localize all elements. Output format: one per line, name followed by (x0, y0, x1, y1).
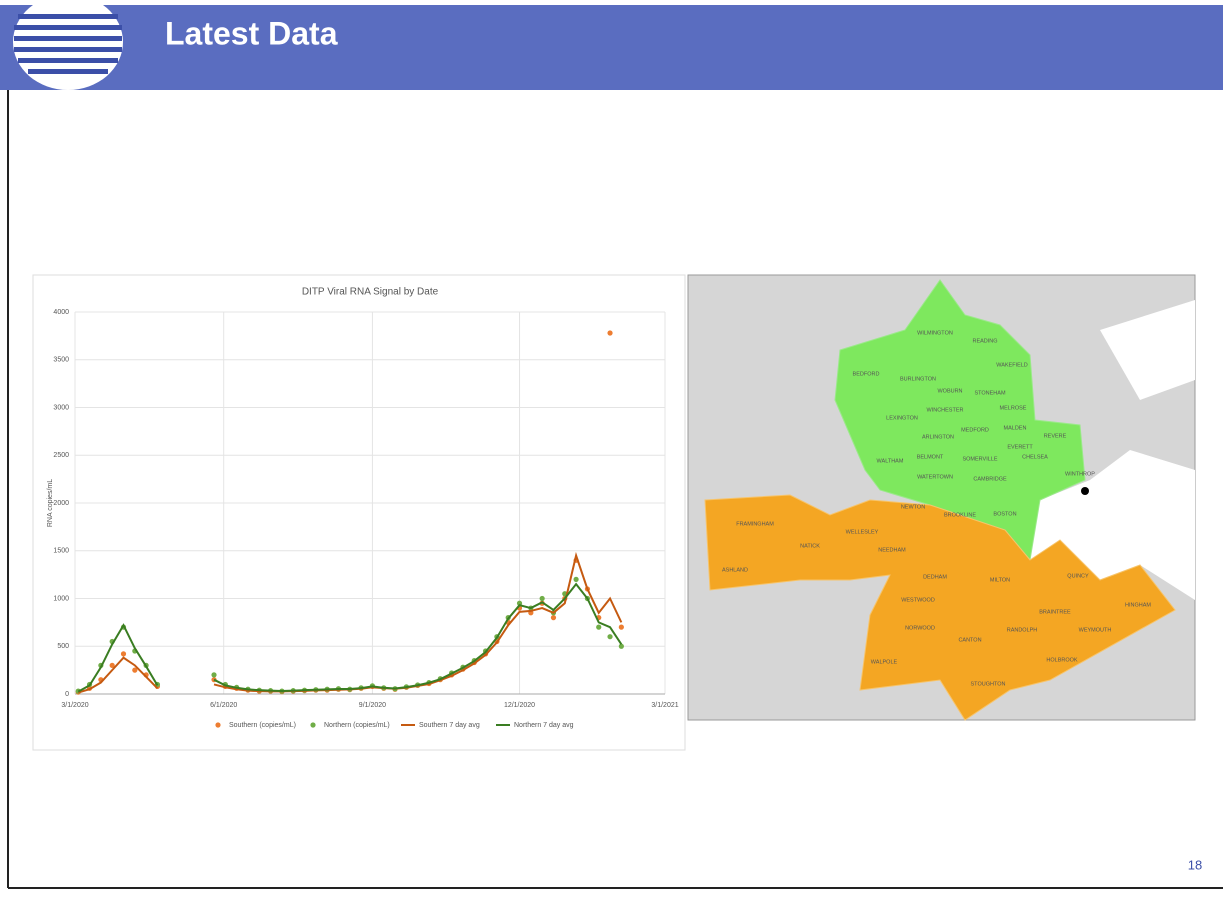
town-label: WOBURN (937, 388, 962, 394)
town-label: MALDEN (1004, 425, 1027, 431)
town-label: CHELSEA (1022, 454, 1048, 460)
logo (13, 0, 123, 90)
point (550, 615, 557, 621)
y-tick-label: 2500 (53, 452, 69, 459)
y-tick-label: 0 (65, 691, 69, 698)
x-tick-label: 3/1/2020 (61, 702, 88, 709)
town-label: BEDFORD (853, 371, 880, 377)
y-tick-label: 2000 (53, 500, 69, 507)
town-label: WALPOLE (871, 659, 898, 665)
x-tick-label: 3/1/2021 (651, 702, 678, 709)
y-tick-label: 4000 (53, 309, 69, 316)
town-label: MELROSE (1000, 405, 1027, 411)
legend-label: Southern 7 day avg (419, 722, 480, 729)
town-label: CAMBRIDGE (973, 476, 1007, 482)
point (607, 330, 613, 336)
point (618, 624, 624, 630)
town-label: WELLESLEY (846, 529, 879, 535)
legend-swatch (310, 722, 316, 728)
town-label: EVERETT (1007, 444, 1033, 450)
town-label: WAKEFIELD (996, 362, 1028, 368)
town-label: NEWTON (901, 504, 925, 510)
town-label: STOUGHTON (971, 681, 1006, 687)
map (687, 274, 1196, 721)
town-label: NORWOOD (905, 625, 935, 631)
town-label: LEXINGTON (886, 415, 918, 421)
town-label: CANTON (958, 637, 981, 643)
town-label: READING (972, 338, 997, 344)
town-label: STONEHAM (974, 390, 1005, 396)
point (607, 634, 613, 640)
town-label: QUINCY (1067, 573, 1089, 579)
y-tick-label: 1500 (53, 548, 69, 555)
point (596, 624, 602, 630)
y-axis-label: RNA copies/mL (47, 479, 54, 527)
series-line (77, 582, 623, 693)
page-number: 18 (1188, 857, 1202, 872)
y-tick-label: 1000 (53, 595, 69, 602)
town-label: DEDHAM (923, 574, 947, 580)
town-label: WATERTOWN (917, 474, 953, 480)
town-label: ASHLAND (722, 567, 748, 573)
town-label: REVERE (1044, 433, 1067, 439)
town-label: WALTHAM (877, 458, 904, 464)
town-label: MEDFORD (961, 427, 989, 433)
x-tick-label: 12/1/2020 (504, 702, 535, 709)
town-label: MILTON (990, 577, 1010, 583)
legend-label: Southern (copies/mL) (229, 722, 296, 729)
point (120, 651, 127, 657)
y-tick-label: 3000 (53, 404, 69, 411)
point (132, 667, 138, 673)
town-label: BRAINTREE (1039, 609, 1071, 615)
point (109, 662, 115, 668)
x-tick-label: 9/1/2020 (359, 702, 386, 709)
town-label: NEEDHAM (878, 547, 906, 553)
town-label: WINTHROP (1065, 471, 1095, 477)
town-label: HOLBROOK (1046, 657, 1078, 663)
legend-label: Northern 7 day avg (514, 722, 574, 729)
town-label: BROOKLINE (944, 512, 976, 518)
town-label: WINCHESTER (927, 407, 964, 413)
chart-title: DITP Viral RNA Signal by Date (302, 287, 439, 298)
point (539, 595, 545, 602)
town-label: SOMERVILLE (962, 456, 997, 462)
town-label: ARLINGTON (922, 434, 954, 440)
town-label: HINGHAM (1125, 602, 1151, 608)
point (618, 643, 624, 649)
header-bar (0, 5, 1223, 90)
town-label: RANDOLPH (1007, 627, 1038, 633)
chart-box (32, 274, 686, 751)
town-label: WEYMOUTH (1079, 627, 1112, 633)
slide-title: Latest Data (165, 15, 338, 51)
town-label: BOSTON (993, 511, 1016, 517)
legend-label: Northern (copies/mL) (324, 722, 390, 729)
town-label: WILMINGTON (917, 330, 953, 336)
town-label: WESTWOOD (901, 597, 935, 603)
point (573, 576, 579, 583)
town-label: NATICK (800, 543, 820, 549)
y-tick-label: 500 (57, 643, 69, 650)
point (211, 672, 217, 678)
town-label: FRAMINGHAM (736, 521, 774, 527)
x-tick-label: 6/1/2020 (210, 702, 237, 709)
legend-swatch (215, 722, 221, 728)
town-label: BELMONT (917, 454, 944, 460)
y-tick-label: 3500 (53, 357, 69, 364)
town-label: BURLINGTON (900, 376, 936, 382)
